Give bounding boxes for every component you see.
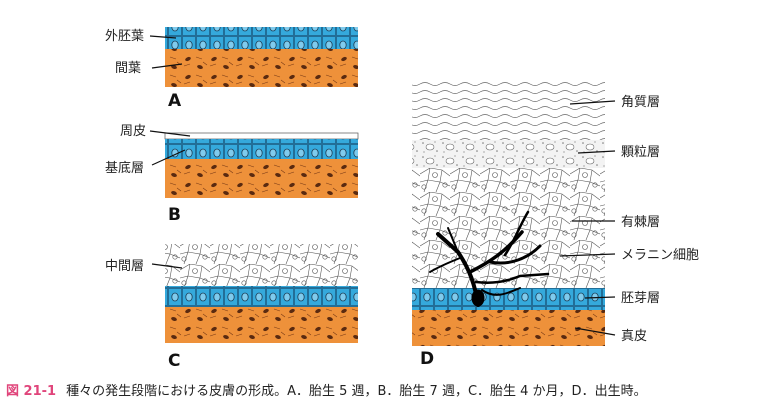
label-germinative-layer: 胚芽層	[621, 291, 660, 306]
label-melanocyte: メラニン細胞	[621, 248, 699, 263]
panel-b-dermis-layer	[165, 159, 358, 198]
panel-d: 角質層 顆粒層 有棘層 メラニン細胞 胚芽層 真皮 D	[412, 78, 699, 369]
panel-letter-c: C	[168, 351, 180, 371]
label-intermediate-layer: 中間層	[105, 259, 144, 274]
leader-ectoderm	[149, 35, 177, 39]
panel-b-periderm-layer	[164, 132, 359, 140]
leader-dermis	[574, 327, 616, 336]
leader-stratum-granulosum	[577, 150, 616, 154]
panel-c-dermis-layer	[165, 307, 358, 343]
panel-c-basal-layer	[165, 286, 358, 307]
panel-a-mesenchyme-layer	[165, 49, 358, 87]
leader-intermediate-layer	[151, 263, 183, 269]
label-periderm: 周皮	[120, 124, 146, 139]
leader-stratum-corneum	[569, 100, 616, 105]
label-ectoderm: 外胚葉	[105, 29, 144, 44]
panel-c: 中間層 C	[105, 244, 358, 371]
panel-b: 周皮 基底層 B	[105, 124, 359, 225]
melanocyte-shape	[429, 210, 550, 307]
panel-b-basal-layer	[165, 139, 358, 159]
leader-melanocyte	[559, 253, 616, 257]
leader-mesenchyme	[151, 63, 183, 69]
label-dermis: 真皮	[621, 329, 647, 344]
panel-a: 外胚葉 間葉 A	[105, 27, 358, 111]
label-basal-layer: 基底層	[105, 160, 144, 176]
label-stratum-spinosum: 有棘層	[621, 215, 660, 230]
leader-germinative-layer	[584, 296, 616, 299]
panel-c-intermediate-layer	[165, 244, 358, 286]
panel-a-ectoderm-layer	[165, 27, 358, 49]
panel-d-stratum-granulosum	[412, 140, 605, 168]
figure-number: 図 21-1	[6, 384, 57, 399]
label-stratum-corneum: 角質層	[621, 95, 660, 110]
panel-d-stratum-spinosum	[412, 168, 605, 288]
label-mesenchyme: 間葉	[115, 61, 141, 76]
leader-basal-layer	[151, 149, 186, 166]
panel-d-stratum-corneum	[412, 78, 605, 140]
panel-d-dermis-layer	[412, 310, 605, 346]
panel-letter-a: A	[168, 91, 182, 111]
leader-periderm	[149, 130, 191, 137]
panel-letter-d: D	[420, 349, 434, 369]
caption-text: 種々の発生段階における皮膚の形成。A．胎生 5 週，B．胎生 7 週，C．胎生 …	[66, 384, 647, 399]
panel-d-germinative-layer	[412, 288, 605, 310]
panel-letter-b: B	[168, 205, 181, 225]
figure-caption: 図 21-1 種々の発生段階における皮膚の形成。A．胎生 5 週，B．胎生 7 週…	[6, 380, 647, 399]
label-stratum-granulosum: 顆粒層	[621, 145, 660, 160]
